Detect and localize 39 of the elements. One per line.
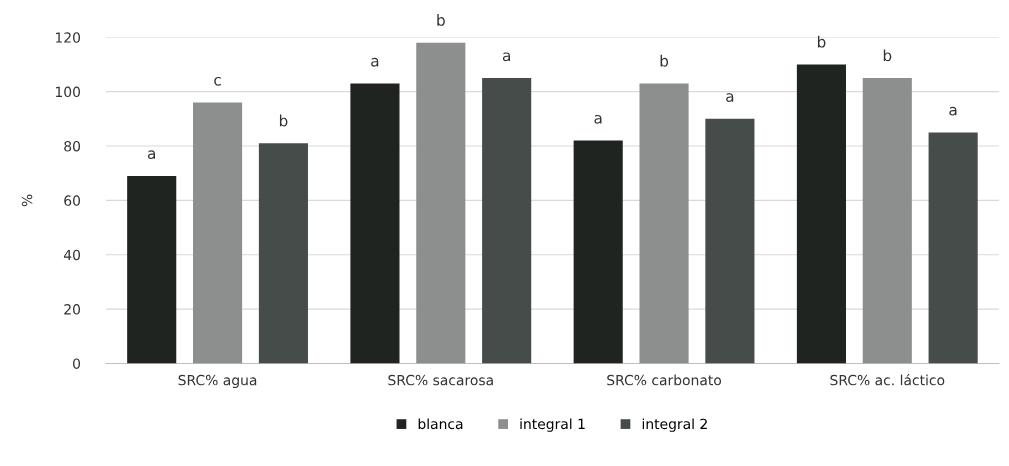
- data-label: b: [437, 14, 445, 26]
- y-axis-title: %: [21, 194, 33, 207]
- legend-label: integral 2: [642, 418, 707, 432]
- bar: [350, 83, 400, 364]
- y-tick-label: 100: [55, 86, 81, 98]
- bar: [482, 78, 532, 364]
- bar: [928, 132, 978, 364]
- bar: [573, 140, 623, 364]
- data-label: a: [949, 106, 957, 116]
- data-label: a: [147, 150, 155, 160]
- data-label: b: [883, 49, 892, 62]
- bar: [705, 118, 755, 364]
- bar: [796, 64, 846, 364]
- data-label: a: [594, 114, 602, 124]
- data-label: a: [726, 93, 734, 102]
- legend-label: blanca: [418, 418, 463, 430]
- bar: [416, 42, 466, 364]
- data-label: a: [502, 52, 510, 62]
- x-tick-label: SRC% ac. láctico: [830, 374, 945, 386]
- data-label: b: [279, 114, 288, 127]
- y-tick-label: 40: [63, 249, 81, 261]
- data-label: b: [817, 35, 826, 48]
- y-tick-label: 80: [64, 140, 81, 152]
- y-tick-label: 0: [73, 358, 81, 369]
- x-tick-label: SRC% sacarosa: [388, 374, 493, 386]
- bar: [639, 83, 689, 364]
- y-tick-label: 120: [55, 32, 81, 43]
- data-label: b: [660, 54, 669, 67]
- y-tick-label: 60: [64, 195, 81, 206]
- y-tick-label: 20: [64, 304, 81, 315]
- data-label: a: [371, 57, 379, 67]
- bar: [127, 175, 177, 364]
- bar: [258, 143, 308, 364]
- bar: [862, 78, 912, 364]
- x-tick-label: SRC% agua: [178, 374, 257, 389]
- legend-label: integral 1: [520, 418, 585, 432]
- x-tick-label: SRC% carbonato: [607, 374, 722, 386]
- bar: [193, 102, 243, 364]
- data-label: c: [214, 76, 221, 86]
